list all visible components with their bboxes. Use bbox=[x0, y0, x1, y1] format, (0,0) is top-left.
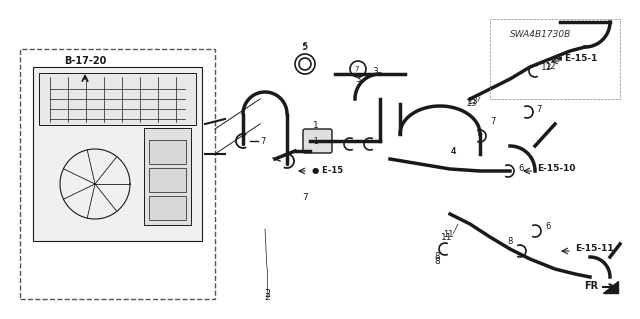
Text: 8: 8 bbox=[434, 257, 440, 266]
Text: 13: 13 bbox=[467, 97, 477, 106]
Text: 7: 7 bbox=[302, 192, 308, 202]
FancyBboxPatch shape bbox=[33, 67, 202, 241]
Text: ◄ E-15-1: ◄ E-15-1 bbox=[555, 54, 597, 63]
Text: 4: 4 bbox=[450, 146, 456, 155]
Polygon shape bbox=[603, 281, 618, 293]
FancyBboxPatch shape bbox=[149, 196, 186, 220]
Text: 6: 6 bbox=[545, 222, 550, 231]
Text: 7: 7 bbox=[355, 66, 359, 72]
Text: 1: 1 bbox=[313, 122, 319, 130]
Text: 11: 11 bbox=[443, 230, 453, 239]
Text: 2: 2 bbox=[264, 293, 270, 301]
FancyBboxPatch shape bbox=[39, 73, 196, 125]
Text: 7: 7 bbox=[536, 105, 541, 114]
Text: 2: 2 bbox=[264, 289, 270, 299]
FancyBboxPatch shape bbox=[149, 140, 186, 164]
Text: E-15-11: E-15-11 bbox=[575, 244, 614, 253]
Text: 8: 8 bbox=[435, 252, 440, 261]
Text: 5: 5 bbox=[302, 42, 308, 51]
Text: 5: 5 bbox=[301, 42, 307, 51]
Text: SWA4B1730B: SWA4B1730B bbox=[510, 30, 572, 39]
Text: 6: 6 bbox=[518, 164, 524, 173]
Text: 3: 3 bbox=[355, 75, 361, 84]
Text: 13: 13 bbox=[467, 100, 477, 108]
FancyBboxPatch shape bbox=[303, 129, 332, 153]
Text: 8: 8 bbox=[508, 237, 513, 246]
Text: 12: 12 bbox=[541, 63, 553, 71]
Text: E-15-10: E-15-10 bbox=[537, 164, 575, 173]
Text: ● E-15: ● E-15 bbox=[312, 167, 343, 175]
Text: 1: 1 bbox=[314, 137, 318, 145]
Text: 11: 11 bbox=[441, 233, 452, 241]
Text: FR: FR bbox=[584, 281, 598, 291]
FancyBboxPatch shape bbox=[149, 168, 186, 192]
Text: 4: 4 bbox=[451, 147, 456, 156]
Text: 7: 7 bbox=[260, 137, 266, 145]
Text: 7: 7 bbox=[490, 117, 495, 126]
Text: B-17-20: B-17-20 bbox=[64, 56, 106, 66]
FancyBboxPatch shape bbox=[144, 128, 191, 225]
Text: 12: 12 bbox=[545, 62, 556, 71]
Text: 3: 3 bbox=[372, 66, 378, 76]
